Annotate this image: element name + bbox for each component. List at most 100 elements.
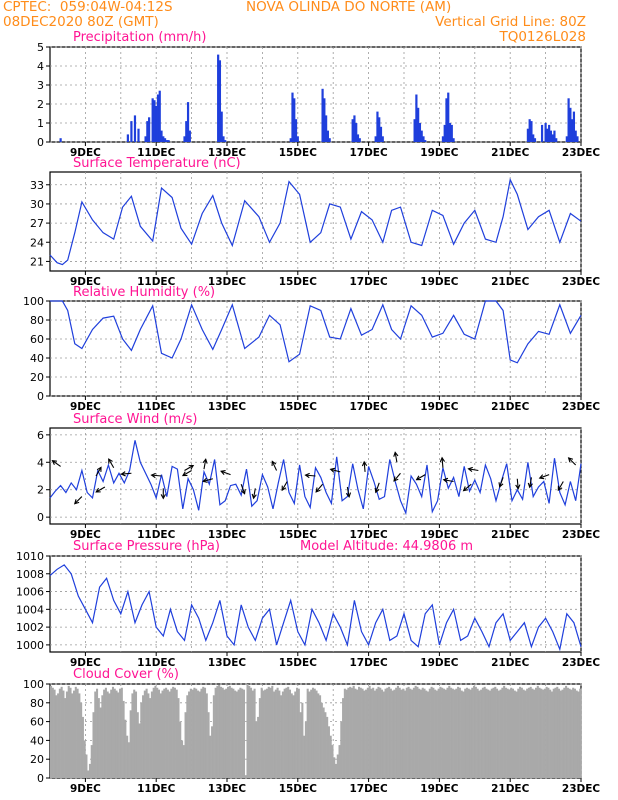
precip-bar <box>185 121 188 142</box>
temp-xtick-label: 15DEC <box>279 276 318 288</box>
wind-arrow-shaft <box>516 478 519 489</box>
cloud-bar <box>96 688 99 778</box>
cloud-bar <box>285 687 288 778</box>
precip-bar <box>418 123 422 142</box>
cloud-bar <box>297 688 300 778</box>
cloud-bar <box>140 702 143 778</box>
pres-xtick-label: 21DEC <box>491 657 530 669</box>
wind-arrow-head <box>329 467 336 473</box>
wind-arrow-shaft <box>52 460 61 467</box>
cloud-bar <box>274 689 277 778</box>
pres-title: Surface Pressure (hPa) <box>73 539 220 554</box>
cloud-bar <box>324 712 327 778</box>
cloud-bar <box>432 687 435 778</box>
wind-arrow-shaft <box>393 472 401 482</box>
cloud-bar <box>111 686 115 778</box>
cloud-xtick-label: 23DEC <box>562 783 601 795</box>
cloud-bar <box>421 687 424 778</box>
wind-arrow-shaft <box>271 461 278 471</box>
cloud-bar <box>395 687 398 778</box>
cloud-bar <box>258 698 261 778</box>
cloud-bar <box>391 690 394 778</box>
wind-xtick-label: 19DEC <box>420 529 459 541</box>
precip-bar <box>355 123 358 142</box>
cloud-bar <box>207 712 210 778</box>
cloud-bar <box>301 702 304 778</box>
cloud-bar <box>320 702 323 778</box>
cloud-bar <box>520 687 523 778</box>
precip-bar <box>422 136 425 142</box>
precip-bar <box>163 138 167 142</box>
wind-arrow-head <box>304 472 310 479</box>
cloud-bar <box>347 687 350 778</box>
cloud-bar <box>97 698 100 778</box>
wind-arrow-head <box>538 474 545 480</box>
cloud-bar <box>287 686 290 778</box>
wind-panel: 0 2 4 6 9DEC 11DEC 13DEC 15DEC 17DEC 19DEC 21DEC 23… <box>37 412 600 541</box>
precip-bar <box>447 92 450 142</box>
cloud-bar <box>414 685 417 778</box>
cloud-bar <box>494 686 497 778</box>
cloud-bar <box>290 693 293 778</box>
cloud-bar <box>225 688 228 778</box>
wind-arrow-shaft <box>394 452 398 463</box>
cloud-bar <box>412 687 415 778</box>
cloud-bar <box>108 693 111 778</box>
precip-bar <box>155 105 158 142</box>
cloud-bar <box>191 689 194 778</box>
cloud-bar <box>409 688 412 778</box>
rh-ytick-label: 60 <box>30 333 44 346</box>
precip-ytick-label: 5 <box>37 41 44 54</box>
cloud-bar <box>372 687 375 778</box>
wind-arrow-shaft <box>95 467 102 477</box>
precip-xtick-label: 23DEC <box>562 147 601 159</box>
pres-xtick-label: 23DEC <box>562 657 601 669</box>
wind-arrow-head <box>315 487 321 493</box>
cloud-bar <box>165 687 168 778</box>
temp-ytick-label: 33 <box>30 179 44 192</box>
precip-bar <box>291 92 294 142</box>
cloud-bar <box>211 726 214 778</box>
wind-arrow <box>160 488 166 500</box>
wind-arrow <box>240 484 246 495</box>
cloud-bar <box>136 712 139 778</box>
cloud-bar <box>60 686 63 778</box>
cloud-bar <box>296 687 299 778</box>
precip-bar <box>569 107 572 142</box>
cloud-bar <box>212 695 215 778</box>
precip-bar <box>293 98 296 142</box>
cloud-bar <box>196 690 199 778</box>
cloud-bar <box>363 690 366 778</box>
temp-frame <box>49 171 582 272</box>
cloud-bar <box>448 685 451 778</box>
cloud-bar <box>427 691 430 778</box>
wind-arrow-shaft <box>375 482 380 493</box>
cloud-bar <box>474 686 477 778</box>
wind-arrow <box>393 472 401 482</box>
cloud-bar <box>101 695 104 778</box>
cloud-bar <box>255 721 258 778</box>
cloud-bar <box>117 692 120 778</box>
cloud-bar <box>69 687 72 778</box>
precip-bar <box>548 124 551 142</box>
cloud-bar <box>308 691 311 778</box>
wind-arrow <box>462 483 472 492</box>
cloud-bar <box>501 687 504 778</box>
cloud-bar <box>380 689 384 778</box>
cloud-bar <box>488 690 492 778</box>
cloud-bar <box>119 688 122 778</box>
cloud-bar <box>315 690 318 778</box>
precip-bar <box>544 123 547 142</box>
cloud-bar <box>354 688 357 778</box>
precip-bar <box>325 115 328 142</box>
wind-arrow-shaft <box>463 483 472 492</box>
rh-ytick-label: 20 <box>30 371 44 384</box>
precip-bar <box>374 136 377 142</box>
cloud-bar <box>172 686 175 778</box>
precip-bar <box>137 128 140 142</box>
cloud-bar <box>398 687 401 778</box>
precip-xtick-label: 17DEC <box>349 147 388 159</box>
cloud-bar <box>481 687 484 778</box>
cloud-bar <box>230 687 233 778</box>
cloud-bar <box>513 690 516 778</box>
